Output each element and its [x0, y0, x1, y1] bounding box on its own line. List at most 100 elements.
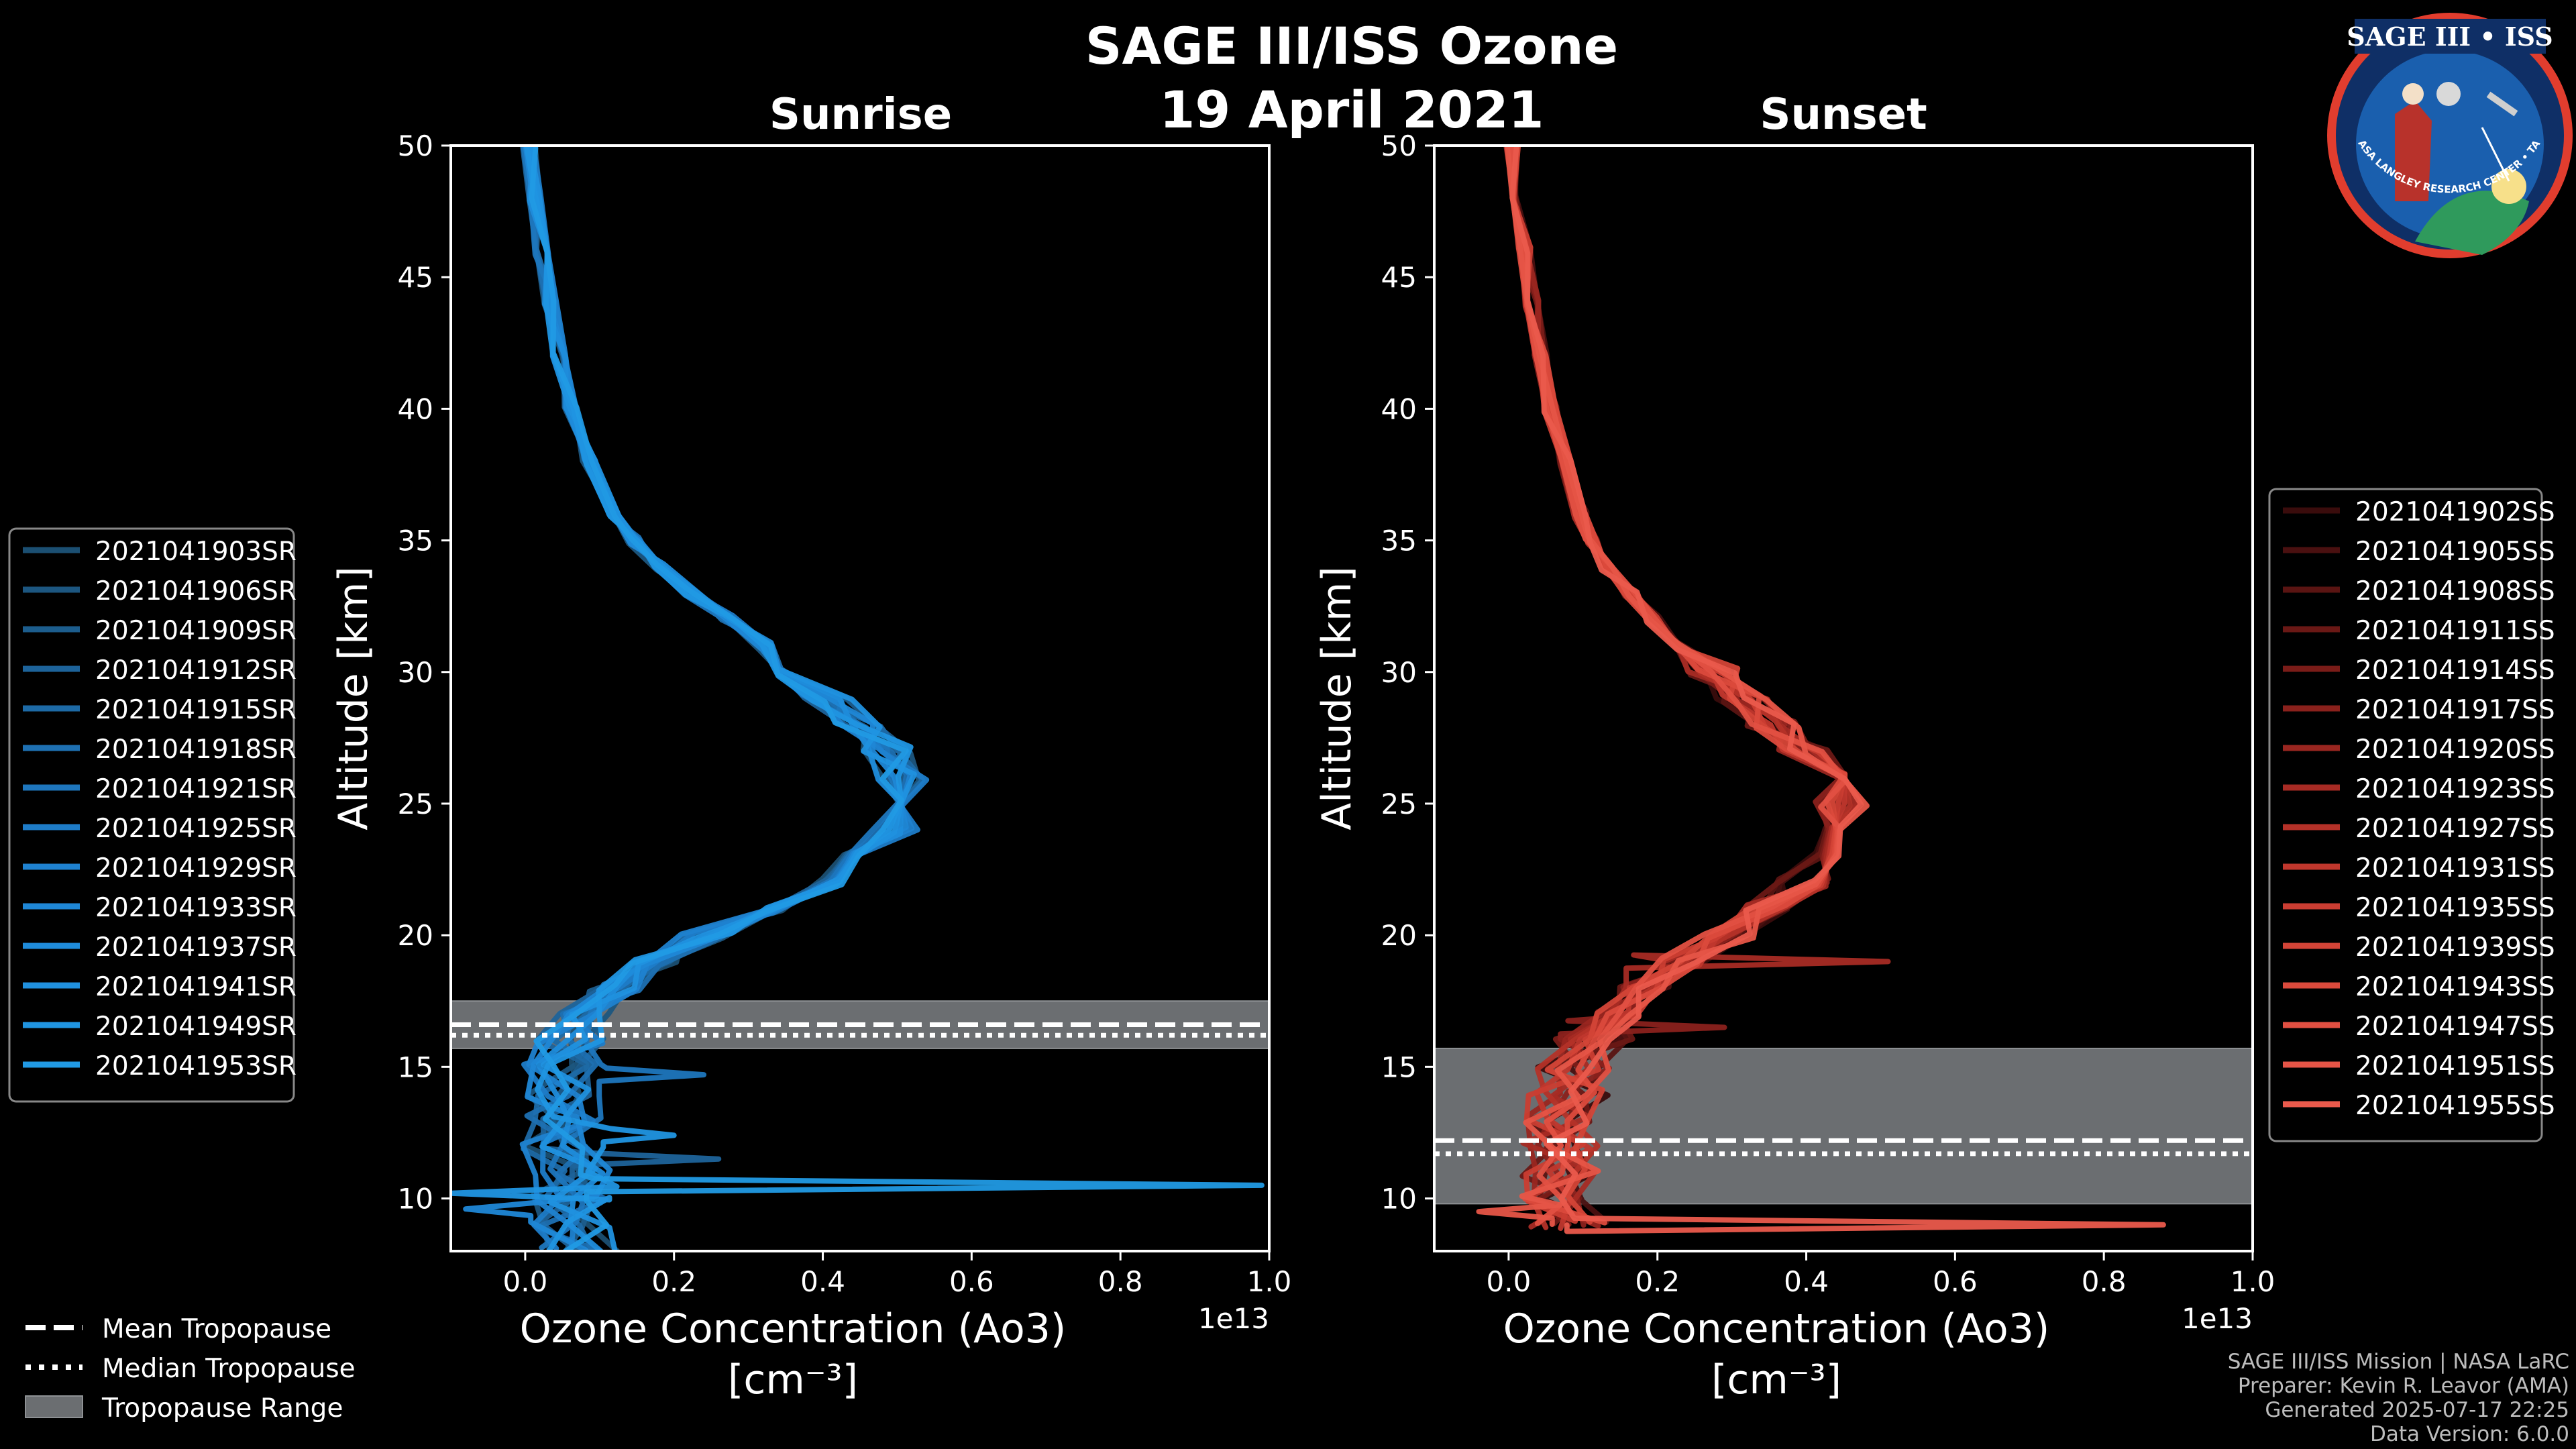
plot-area [1434, 146, 2253, 1234]
axes-frame [1433, 144, 2254, 1252]
sunrise-legend: 2021041903SR 2021041906SR 2021041909SR 2021… [8, 527, 297, 1103]
x-tick-label: 0.8 [1098, 1265, 1143, 1298]
y-axis-label: Altitude [km] [1313, 566, 1360, 830]
y-tick-label: 20 [1381, 919, 1417, 952]
legend-label-2021041912SR: 2021041912SR [95, 655, 297, 686]
series-line-2021041953SR [529, 146, 1265, 1251]
y-tick-label: 30 [398, 656, 433, 689]
badge-astronomer-figure [2395, 101, 2432, 201]
badge-beam-line [2481, 127, 2510, 182]
footer-line-generated: Generated 2025-07-17 22:25 [2265, 1398, 2569, 1422]
legend-label-2021041953SR: 2021041953SR [95, 1051, 297, 1081]
badge-title: SAGE III • ISS [2347, 21, 2553, 52]
x-tick-label: 0.2 [651, 1265, 696, 1298]
y-tick-label: 45 [398, 261, 433, 294]
footer-line-version: Data Version: 6.0.0 [2370, 1422, 2569, 1446]
x-tick-label: 0.8 [2082, 1265, 2127, 1298]
x-axis-unit-label: [cm⁻³] [1711, 1356, 1841, 1403]
x-offset-label: 1e13 [2182, 1302, 2253, 1335]
legend-label-2021041911SS: 2021041911SS [2355, 616, 2555, 646]
badge-sun-icon [2491, 169, 2526, 204]
x-tick-label: 1.0 [1247, 1265, 1292, 1298]
x-tick-label: 0.6 [949, 1265, 994, 1298]
sunrise-panel: 0.0 0.2 0.4 0.6 0.8 1.0 10 15 20 25 30 35 40 45 50 1e13… [330, 129, 1291, 1403]
y-tick-label: 10 [398, 1183, 433, 1216]
y-tick-label: 35 [398, 525, 433, 557]
legend-label-2021041920SS: 2021041920SS [2355, 735, 2555, 765]
footer-line-preparer: Preparer: Kevin R. Leavor (AMA) [2238, 1374, 2569, 1398]
y-tick-label: 50 [1381, 129, 1417, 162]
legend-label-2021041947SS: 2021041947SS [2355, 1012, 2555, 1042]
y-tick-label: 25 [1381, 788, 1417, 820]
legend-label-tropopause-dotted: Median Tropopause [102, 1354, 356, 1384]
legend-label-2021041949SR: 2021041949SR [95, 1012, 297, 1042]
badge-iss-icon [2486, 91, 2518, 117]
x-tick-label: 1.0 [2231, 1265, 2275, 1298]
x-tick-label: 0.0 [1487, 1265, 1532, 1298]
y-tick-label: 20 [398, 919, 433, 952]
sunrise-panel-title: Sunrise [769, 90, 952, 140]
legend-frame [2268, 488, 2543, 1142]
y-tick-label: 30 [1381, 656, 1417, 689]
y-tick-label: 15 [1381, 1051, 1417, 1083]
legend-swatch-tropopause-range [25, 1395, 83, 1418]
x-axis-label: Ozone Concentration (Ao3) [520, 1305, 1067, 1352]
legend-label-2021041927SS: 2021041927SS [2355, 814, 2555, 844]
legend-label-tropopause-fill: Tropopause Range [101, 1393, 343, 1424]
legend-frame [8, 527, 295, 1103]
x-tick-label: 0.2 [1635, 1265, 1680, 1298]
legend-label-2021041908SS: 2021041908SS [2355, 576, 2555, 606]
y-tick-label: 35 [1381, 525, 1417, 557]
sunset-legend: 2021041902SS 2021041905SS 2021041908SS 2021… [2268, 488, 2555, 1142]
legend-label-2021041909SR: 2021041909SR [95, 616, 297, 646]
y-axis-label: Altitude [km] [330, 566, 377, 830]
legend-label-2021041903SR: 2021041903SR [95, 537, 297, 567]
sunset-panel-title: Sunset [1760, 90, 1927, 140]
sunset-panel: 0.0 0.2 0.4 0.6 0.8 1.0 10 15 20 25 30 35 40 45 50 1e13… [1313, 129, 2275, 1403]
legend-label-2021041955SS: 2021041955SS [2355, 1091, 2555, 1121]
y-tick-label: 10 [1381, 1183, 1417, 1216]
tropopause-legend: Mean Tropopause Median Tropopause Tropopau… [25, 1314, 356, 1424]
legend-label-2021041933SR: 2021041933SR [95, 893, 297, 923]
footer-line-mission: SAGE III/ISS Mission | NASA LaRC [2228, 1350, 2569, 1374]
x-axis-unit-label: [cm⁻³] [728, 1356, 858, 1403]
legend-label-tropopause-dashed: Mean Tropopause [102, 1314, 331, 1344]
plot-area [451, 146, 1269, 1251]
x-tick-label: 0.6 [1933, 1265, 1978, 1298]
legend-label-2021041918SR: 2021041918SR [95, 735, 297, 765]
axes-frame [449, 144, 1271, 1252]
y-tick-label: 25 [398, 788, 433, 820]
y-tick-label: 40 [398, 392, 433, 425]
legend-label-2021041939SS: 2021041939SS [2355, 932, 2555, 963]
y-tick-label: 50 [398, 129, 433, 162]
legend-label-2021041931SS: 2021041931SS [2355, 853, 2555, 883]
badge-moon-icon [2436, 82, 2461, 106]
y-tick-label: 45 [1381, 261, 1417, 294]
y-tick-label: 15 [398, 1051, 433, 1083]
legend-label-2021041917SS: 2021041917SS [2355, 695, 2555, 725]
legend-label-2021041941SR: 2021041941SR [95, 972, 297, 1002]
legend-label-2021041937SR: 2021041937SR [95, 932, 297, 963]
x-offset-label: 1e13 [1198, 1302, 1269, 1335]
legend-label-2021041915SR: 2021041915SR [95, 695, 297, 725]
legend-label-2021041921SR: 2021041921SR [95, 774, 297, 804]
legend-label-2021041905SS: 2021041905SS [2355, 537, 2555, 567]
figure-title: SAGE III/ISS Ozone [1085, 16, 1618, 76]
y-tick-label: 40 [1381, 392, 1417, 425]
legend-label-2021041923SS: 2021041923SS [2355, 774, 2555, 804]
x-tick-label: 0.4 [800, 1265, 845, 1298]
x-tick-label: 0.0 [503, 1265, 548, 1298]
legend-label-2021041906SR: 2021041906SR [95, 576, 297, 606]
badge-astronomer-head [2402, 83, 2424, 105]
legend-label-2021041914SS: 2021041914SS [2355, 655, 2555, 686]
legend-label-2021041935SS: 2021041935SS [2355, 893, 2555, 923]
legend-label-2021041929SR: 2021041929SR [95, 853, 297, 883]
x-axis-label: Ozone Concentration (Ao3) [1503, 1305, 2050, 1352]
figure-date: 19 April 2021 [1159, 80, 1544, 140]
badge-earth-land [2415, 191, 2529, 255]
legend-label-2021041943SS: 2021041943SS [2355, 972, 2555, 1002]
legend-label-2021041925SR: 2021041925SR [95, 814, 297, 844]
badge-title-band [2355, 19, 2546, 54]
